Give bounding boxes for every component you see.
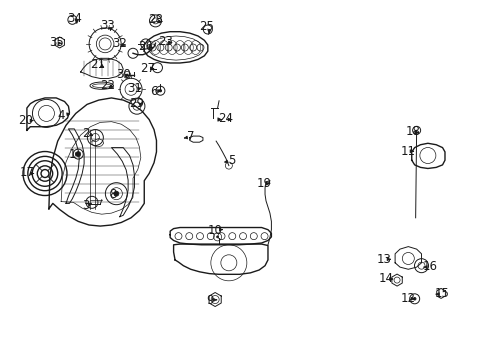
Text: 5: 5 [228,154,236,167]
Text: 16: 16 [422,260,437,273]
Text: 20: 20 [18,114,33,127]
Text: 11: 11 [400,145,415,158]
Circle shape [76,152,81,157]
Text: 6: 6 [150,85,158,98]
Text: 21: 21 [90,58,105,71]
Text: 10: 10 [207,224,222,237]
Text: 29: 29 [129,97,144,110]
Circle shape [216,236,218,238]
Text: 13: 13 [376,253,390,266]
Text: 31: 31 [127,82,142,95]
Text: 28: 28 [148,13,163,26]
Text: 9: 9 [206,294,214,307]
Text: 23: 23 [158,35,172,48]
Text: 8: 8 [108,188,116,201]
Text: 30: 30 [116,68,130,81]
Text: 12: 12 [400,292,415,305]
Text: 18: 18 [405,125,420,138]
Text: 24: 24 [218,112,233,125]
Text: 7: 7 [186,130,194,143]
Text: 3: 3 [81,199,89,212]
Text: 22: 22 [100,79,115,92]
Circle shape [412,298,415,300]
Text: 4: 4 [57,109,65,122]
Text: 35: 35 [49,36,63,49]
Text: 2: 2 [81,127,89,140]
Circle shape [126,74,128,76]
Circle shape [159,90,161,92]
Text: 26: 26 [138,40,153,53]
Text: 27: 27 [140,62,155,75]
Text: 32: 32 [112,37,127,50]
Text: 34: 34 [67,12,81,24]
Text: 14: 14 [378,273,393,285]
Text: 15: 15 [434,287,449,300]
Text: 33: 33 [100,19,115,32]
Text: 1: 1 [68,148,76,161]
Text: 25: 25 [199,21,214,33]
Text: 17: 17 [20,166,34,179]
Circle shape [114,191,119,196]
Text: 19: 19 [256,177,271,190]
